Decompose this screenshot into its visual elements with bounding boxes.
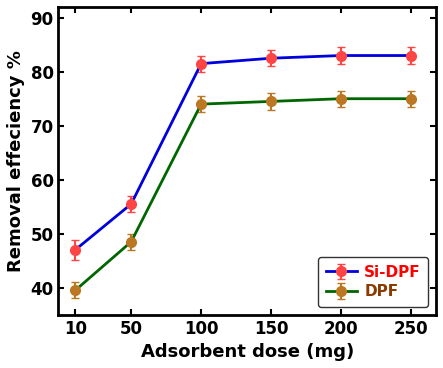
Legend: Si-DPF, DPF: Si-DPF, DPF <box>319 257 428 307</box>
X-axis label: Adsorbent dose (mg): Adsorbent dose (mg) <box>140 343 354 361</box>
Y-axis label: Removal effeciency %: Removal effeciency % <box>7 50 25 272</box>
